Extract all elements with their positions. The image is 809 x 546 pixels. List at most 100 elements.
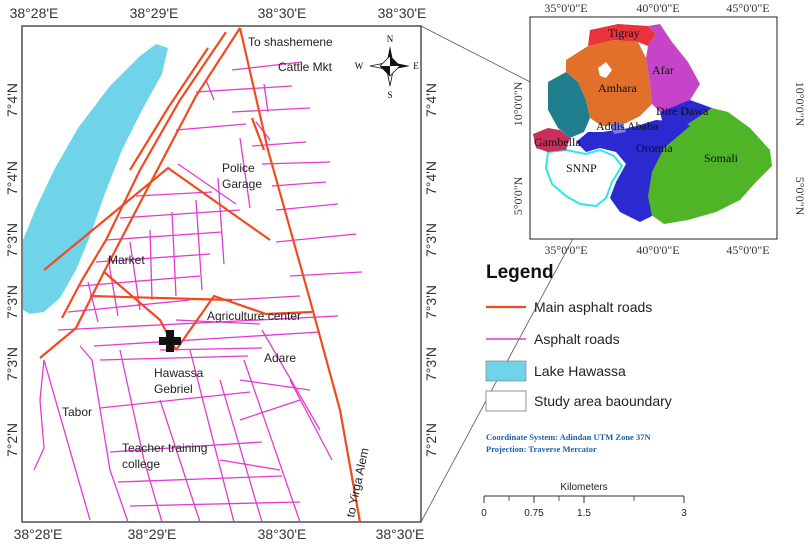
- left-tick: 7°3'N: [4, 285, 20, 319]
- hospital-cross-icon: [159, 330, 181, 352]
- inset-right-tick: 5°0'0"N: [793, 177, 807, 216]
- region-addis-ababa: [610, 122, 626, 134]
- region-snnp: [544, 148, 624, 208]
- lake-tana: [598, 62, 612, 78]
- projection: Projection: Traverse Mercator: [486, 444, 597, 454]
- top-tick: 38°28'E: [10, 5, 59, 21]
- region-dire-dawa: [660, 100, 712, 128]
- inset-bottom-tick: 35°0'0"E: [544, 243, 587, 257]
- right-tick: 7°3'N: [423, 347, 439, 381]
- asphalt-roads: [33, 61, 363, 523]
- bottom-tick: 38°28'E: [14, 526, 63, 542]
- region-gambella: [533, 128, 570, 152]
- bottom-tick: 38°29'E: [128, 526, 177, 542]
- right-tick: 7°4'N: [423, 161, 439, 195]
- east-label: E: [413, 61, 419, 71]
- region-benishangul: [548, 72, 590, 138]
- main-map-frame: [21, 25, 422, 523]
- legend-label-lake: Lake Hawassa: [534, 363, 626, 379]
- inset-top-tick: 35°0'0"E: [544, 1, 587, 15]
- inset-top-tick: 45°0'0"E: [726, 1, 769, 15]
- region-oromia: [576, 120, 690, 222]
- region-label: Gambella: [534, 135, 581, 149]
- legend-swatch-study-area: [485, 390, 527, 412]
- region-label: Addis Ababa: [596, 119, 659, 133]
- main-bottom-ticks: 38°28'E 38°29'E 38°30'E 38°30'E: [14, 526, 425, 542]
- region-label: Amhara: [598, 81, 637, 95]
- west-label: W: [355, 61, 364, 71]
- label-hawassa: Hawassa: [154, 366, 204, 380]
- top-tick: 38°30'E: [378, 5, 427, 21]
- south-label: S: [387, 90, 392, 100]
- region-label: Afar: [652, 63, 674, 77]
- legend-title: Legend: [486, 262, 554, 283]
- main-map: To shashemene Cattle Mkt Police Garage M…: [4, 5, 439, 542]
- left-tick: 7°3'N: [4, 223, 20, 257]
- inset-top-ticks: 35°0'0"E 40°0'0"E 45°0'0"E: [544, 1, 769, 15]
- region-label: SNNP: [566, 161, 597, 175]
- region-tigray: [588, 24, 656, 46]
- main-top-ticks: 38°28'E 38°29'E 38°30'E 38°30'E: [10, 5, 427, 21]
- label-teacher-training: Teacher training: [122, 441, 207, 455]
- right-tick: 7°3'N: [423, 223, 439, 257]
- inset-bottom-ticks: 35°0'0"E 40°0'0"E 45°0'0"E: [544, 243, 769, 257]
- label-police: Police: [222, 161, 255, 175]
- label-cattle-mkt: Cattle Mkt: [278, 60, 333, 74]
- label-to-shashemene: To shashemene: [248, 35, 333, 49]
- inset-map: Tigray Afar Amhara Dire Dawa Addis Ababa…: [511, 1, 807, 257]
- region-afar: [646, 24, 700, 112]
- bottom-tick: 38°30'E: [258, 526, 307, 542]
- inset-bottom-tick: 40°0'0"E: [636, 243, 679, 257]
- legend-label-asphalt-roads: Asphalt roads: [534, 331, 620, 347]
- label-gebriel: Gebriel: [154, 382, 193, 396]
- main-asphalt-roads: [39, 27, 362, 523]
- north-label: N: [387, 34, 394, 44]
- label-garage: Garage: [222, 177, 262, 191]
- scale-title: Kilometers: [560, 482, 607, 493]
- main-left-ticks: 7°4'N 7°4'N 7°3'N 7°3'N 7°3'N 7°2'N: [4, 83, 20, 457]
- scale-tick: 3: [681, 508, 687, 519]
- legend-label-main-roads: Main asphalt roads: [534, 299, 652, 315]
- region-label: Oromia: [636, 141, 673, 155]
- right-tick: 7°4'N: [423, 83, 439, 117]
- left-tick: 7°2'N: [4, 423, 20, 457]
- left-tick: 7°4'N: [4, 83, 20, 117]
- north-arrow-icon: N S E W: [355, 34, 420, 100]
- scale-tick: 1.5: [577, 508, 591, 519]
- top-tick: 38°29'E: [130, 5, 179, 21]
- label-tabor: Tabor: [62, 405, 92, 419]
- label-market: Market: [108, 253, 145, 267]
- region-somali: [646, 108, 772, 224]
- inset-right-ticks: 10°0'0"N 5°0'0"N: [793, 82, 807, 216]
- legend-swatch-lake: [485, 360, 527, 382]
- left-tick: 7°3'N: [4, 347, 20, 381]
- inset-bottom-tick: 45°0'0"E: [726, 243, 769, 257]
- region-label: Dire Dawa: [656, 104, 709, 118]
- scale-tick: 0: [481, 508, 487, 519]
- label-agriculture-center: Agriculture center: [207, 309, 301, 323]
- bottom-tick: 38°30'E: [376, 526, 425, 542]
- inset-right-tick: 10°0'0"N: [793, 82, 807, 127]
- inset-left-ticks: 10°0'0"N 5°0'0"N: [511, 81, 525, 215]
- region-label: Somali: [704, 151, 739, 165]
- label-college: college: [122, 457, 160, 471]
- top-tick: 38°30'E: [258, 5, 307, 21]
- right-tick: 7°3'N: [423, 285, 439, 319]
- left-tick: 7°4'N: [4, 161, 20, 195]
- coordinate-system: Coordinate System: Adindan UTM Zone 37N: [486, 432, 651, 442]
- legend: Legend Main asphalt roads Asphalt roads …: [485, 262, 672, 454]
- inset-top-tick: 40°0'0"E: [636, 1, 679, 15]
- region-label: Tigray: [608, 26, 640, 40]
- region-amhara: [566, 40, 652, 126]
- inset-left-tick: 5°0'0"N: [511, 176, 525, 215]
- lake-hawassa: [23, 44, 168, 314]
- scale-tick: 0.75: [524, 508, 544, 519]
- legend-label-study-area: Study area baoundary: [534, 393, 672, 409]
- label-adare: Adare: [264, 351, 296, 365]
- right-tick: 7°2'N: [423, 423, 439, 457]
- region-labels: Tigray Afar Amhara Dire Dawa Addis Ababa…: [534, 26, 739, 175]
- inset-left-tick: 10°0'0"N: [511, 81, 525, 126]
- scale-bar: Kilometers 0 0.75 1.5 3: [481, 482, 687, 519]
- main-right-ticks: 7°4'N 7°4'N 7°3'N 7°3'N 7°3'N 7°2'N: [423, 83, 439, 457]
